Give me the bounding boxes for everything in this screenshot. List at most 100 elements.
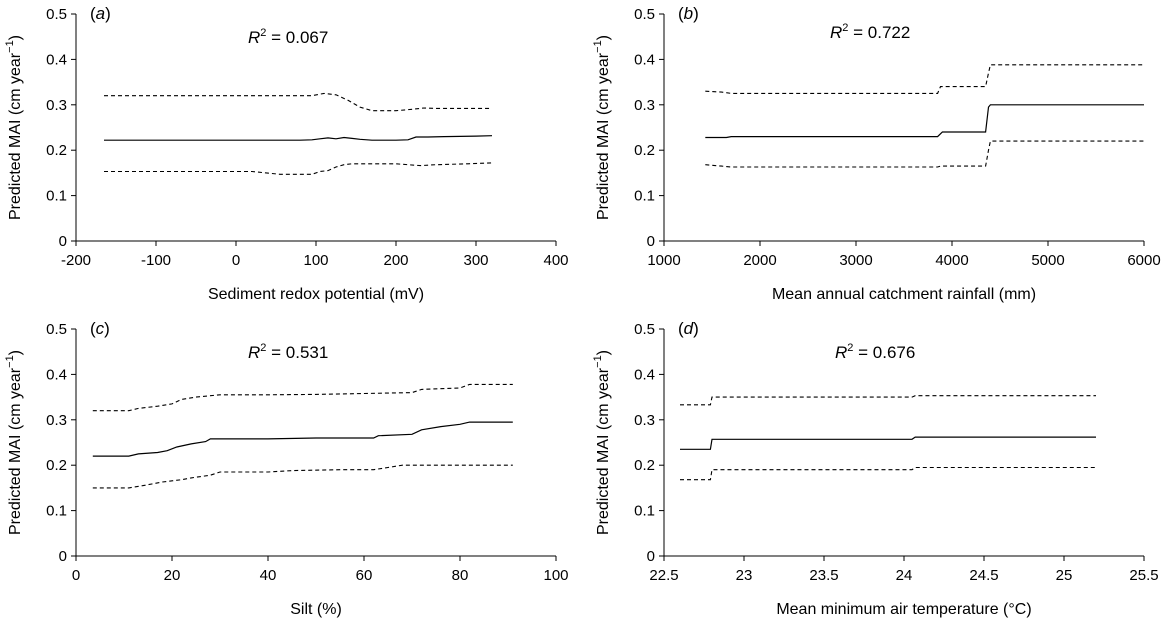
chart-b-panel-label-open: ( — [678, 4, 684, 23]
chart-b-r2-value: = 0.722 — [848, 23, 910, 42]
chart-d-r2-exponent: 2 — [847, 342, 853, 354]
chart-a-x-tick-label: 0 — [232, 252, 240, 269]
chart-d-y-tick-label: 0.2 — [634, 457, 655, 474]
chart-c-y-tick-label: 0.5 — [46, 321, 67, 338]
chart-b-x-tick-label: 3000 — [839, 252, 872, 269]
chart-b-panel-label: (b) — [678, 4, 699, 23]
chart-d-panel-label-open: ( — [678, 319, 684, 338]
chart-a-y-axis-label-sup: −1 — [4, 40, 16, 53]
chart-d-x-tick-label: 23.5 — [809, 567, 838, 584]
chart-a-x-tick-label: 300 — [463, 252, 488, 269]
chart-d-series-upper — [680, 395, 1096, 406]
chart-a-panel: 0 0.1 0.2 0.3 0.4 0.5 -200 -100 0 100 200 300 400 Sed… — [4, 4, 569, 303]
chart-b-x-axis-label: Mean annual catchment rainfall (mm) — [772, 286, 1036, 303]
chart-b-y-tick-label: 0.2 — [634, 142, 655, 159]
chart-a-y-tick-label: 0.1 — [46, 188, 67, 205]
chart-d-panel-label-close: ) — [693, 319, 699, 338]
chart-a-panel-label-open: ( — [90, 4, 96, 23]
chart-b-y-axis-label-end: ) — [595, 35, 612, 40]
chart-d-y-tick-label: 0.5 — [634, 321, 655, 338]
chart-c-panel-label-close: ) — [104, 319, 110, 338]
chart-a-y-tick-label: 0.4 — [46, 51, 67, 68]
chart-d-r2-annotation: R2 = 0.676 — [835, 342, 915, 362]
chart-b-y-tick-label: 0.4 — [634, 51, 655, 68]
chart-b-x-tick-label: 1000 — [647, 252, 680, 269]
chart-a-y-tick-label: 0.2 — [46, 142, 67, 159]
chart-c-r2-value: = 0.531 — [266, 343, 328, 362]
chart-a-y-axis-label-end: ) — [7, 35, 24, 40]
chart-a-r2-annotation: R2 = 0.067 — [248, 27, 328, 47]
chart-d-x-tick-label: 23 — [736, 567, 753, 584]
chart-d-y-axis-label-end: ) — [595, 350, 612, 355]
chart-d-y-axis-label-main: Predicted MAI (cm year — [595, 367, 612, 535]
chart-c-y-axis-label-sup: −1 — [4, 355, 16, 368]
chart-a-series-predicted — [104, 135, 493, 141]
chart-d-panel-label-letter: d — [684, 319, 694, 338]
chart-b-r2-exponent: 2 — [842, 22, 848, 34]
chart-d-panel: 0 0.1 0.2 0.3 0.4 0.5 22.5 23 23.5 24 24.5 25 25.5 Me… — [592, 319, 1159, 618]
chart-d-x-axis-label: Mean minimum air temperature (°C) — [776, 601, 1031, 618]
chart-b-x-tick-label: 5000 — [1031, 252, 1064, 269]
chart-a-x-tick-label: 400 — [543, 252, 568, 269]
chart-a-r2-value: = 0.067 — [266, 28, 328, 47]
chart-d-x-tick-label: 25 — [1056, 567, 1073, 584]
chart-b-panel-label-letter: b — [684, 4, 693, 23]
chart-c-x-tick-label: 20 — [164, 567, 181, 584]
chart-c-x-tick-label: 0 — [72, 567, 80, 584]
chart-a-x-tick-label: -200 — [61, 252, 91, 269]
chart-c-y-axis-label-main: Predicted MAI (cm year — [7, 367, 24, 535]
chart-c-x-axis-label: Silt (%) — [290, 601, 342, 618]
chart-b-y-axis-label-main: Predicted MAI (cm year — [595, 52, 612, 220]
chart-a-r2-symbol: R — [248, 28, 260, 47]
chart-c-y-axis-label-end: ) — [7, 350, 24, 355]
chart-a-x-tick-label: 100 — [303, 252, 328, 269]
chart-c-series-upper — [92, 383, 513, 412]
chart-a-series-lower — [104, 162, 493, 175]
chart-b-y-tick-label: 0.5 — [634, 6, 655, 23]
chart-d-x-tick-label: 24 — [896, 567, 913, 584]
chart-c-y-tick-label: 0 — [59, 548, 67, 565]
chart-b-panel-label-close: ) — [693, 4, 699, 23]
chart-d-y-tick-label: 0.1 — [634, 503, 655, 520]
chart-a-x-tick-label: -100 — [141, 252, 171, 269]
chart-b-y-tick-label: 0.1 — [634, 188, 655, 205]
chart-c-y-tick-label: 0.4 — [46, 366, 67, 383]
chart-b-r2-annotation: R2 = 0.722 — [830, 22, 910, 42]
chart-a-y-axis-label-main: Predicted MAI (cm year — [7, 52, 24, 220]
chart-a-y-tick-label: 0.5 — [46, 6, 67, 23]
chart-c-y-tick-label: 0.1 — [46, 503, 67, 520]
chart-d-x-tick-label: 24.5 — [969, 567, 998, 584]
chart-d-x-tick-label: 25.5 — [1129, 567, 1158, 584]
chart-a-y-tick-label: 0.3 — [46, 97, 67, 114]
chart-d-r2-value: = 0.676 — [853, 343, 915, 362]
chart-b-y-axis-label: Predicted MAI (cm year−1) — [592, 35, 612, 220]
chart-c-y-axis-label: Predicted MAI (cm year−1) — [4, 350, 24, 535]
chart-b-y-tick-label: 0.3 — [634, 97, 655, 114]
chart-d-series-predicted — [680, 436, 1096, 450]
chart-c-panel-label-letter: c — [96, 319, 105, 338]
chart-a-panel-label-letter: a — [96, 4, 105, 23]
chart-c-y-tick-label: 0.3 — [46, 412, 67, 429]
chart-c-series-lower — [92, 464, 513, 489]
chart-b-panel: 0 0.1 0.2 0.3 0.4 0.5 1000 2000 3000 4000 5000 6000… — [592, 4, 1161, 303]
chart-b-series-lower — [705, 140, 1144, 168]
chart-c-r2-symbol: R — [248, 343, 260, 362]
chart-b-series-predicted — [705, 104, 1144, 139]
chart-b-y-tick-label: 0 — [647, 233, 655, 250]
chart-d-y-tick-label: 0.3 — [634, 412, 655, 429]
chart-d-series-lower — [680, 466, 1096, 481]
chart-b-y-axis-label-sup: −1 — [592, 40, 604, 53]
chart-d-y-tick-label: 0 — [647, 548, 655, 565]
chart-a-x-tick-label: 200 — [383, 252, 408, 269]
chart-a-r2-exponent: 2 — [260, 27, 266, 39]
chart-c-y-tick-label: 0.2 — [46, 457, 67, 474]
chart-a-panel-label-close: ) — [105, 4, 111, 23]
chart-c-x-tick-label: 80 — [452, 567, 469, 584]
chart-b-series-upper — [705, 64, 1144, 94]
chart-c-r2-exponent: 2 — [260, 342, 266, 354]
chart-d-y-axis-label-sup: −1 — [592, 355, 604, 368]
chart-c-x-tick-label: 60 — [356, 567, 373, 584]
chart-b-x-tick-label: 2000 — [743, 252, 776, 269]
chart-b-x-tick-label: 4000 — [935, 252, 968, 269]
